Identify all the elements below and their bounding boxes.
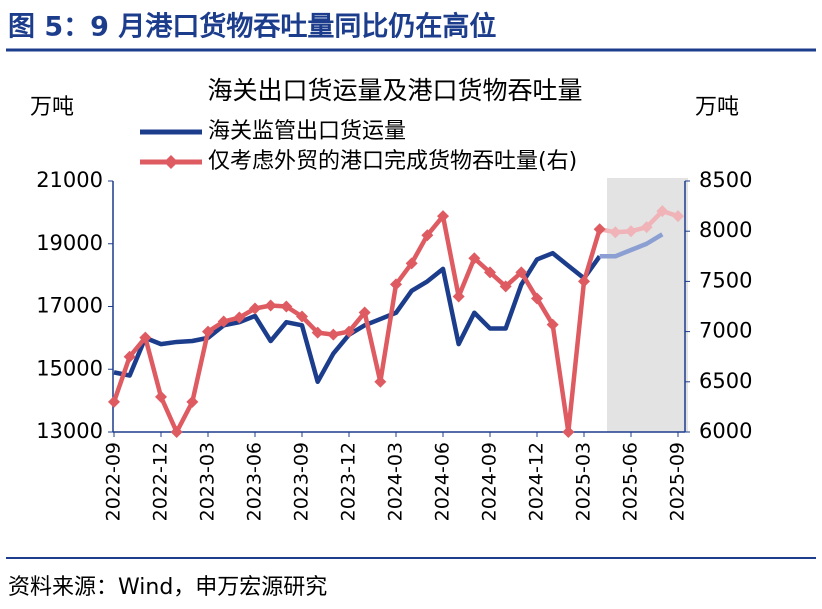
series-marker <box>656 205 669 218</box>
series-marker <box>374 375 387 388</box>
series-marker <box>280 300 293 313</box>
y-tick-label: 13000 <box>36 419 103 443</box>
x-tick-label: 2025-09 <box>667 442 689 521</box>
series-marker <box>468 252 481 265</box>
y-tick-label: 17000 <box>36 294 103 318</box>
y2-tick-label: 6500 <box>699 369 752 393</box>
x-tick-label: 2024-12 <box>526 442 548 521</box>
series-line-forecast <box>599 232 664 259</box>
series-marker <box>390 278 402 291</box>
series-marker <box>249 302 261 315</box>
series-marker <box>343 325 355 338</box>
legend-label: 仅考虑外贸的港口完成货物吞吐量(右) <box>208 149 577 174</box>
series-marker <box>593 223 606 236</box>
series-marker <box>311 326 324 339</box>
figure-title: 图 5：9 月港口货物吞吐量同比仍在高位 <box>8 11 496 43</box>
series-marker <box>139 331 152 344</box>
series-marker <box>421 229 434 242</box>
series-marker <box>484 266 496 279</box>
legend-label: 海关监管出口货运量 <box>208 119 406 144</box>
series-line <box>113 250 602 385</box>
x-tick-label: 2023-03 <box>197 442 219 521</box>
y2-tick-label: 8000 <box>699 218 752 242</box>
series-marker <box>562 426 575 438</box>
series-marker <box>233 311 246 324</box>
x-tick-label: 2024-03 <box>385 442 407 521</box>
series-line <box>111 213 602 435</box>
forecast-shade <box>607 178 688 432</box>
series-marker <box>108 395 120 408</box>
y2-tick-label: 8500 <box>699 168 752 192</box>
series-marker <box>625 225 637 238</box>
x-tick-label: 2022-09 <box>103 442 125 521</box>
y2-axis-label: 万吨 <box>695 95 739 120</box>
series-marker <box>578 275 590 288</box>
series-marker <box>358 306 371 319</box>
series-marker <box>202 325 214 338</box>
series-marker <box>296 310 308 323</box>
series-marker <box>186 395 199 408</box>
x-tick-label: 2023-06 <box>244 442 266 521</box>
series-marker <box>640 221 653 234</box>
y2-tick-label: 6000 <box>699 419 752 443</box>
x-tick-label: 2022-12 <box>150 442 172 521</box>
x-tick-label: 2023-12 <box>338 442 360 521</box>
series-marker <box>546 318 559 331</box>
series-marker <box>217 315 230 328</box>
x-tick-label: 2025-03 <box>573 442 595 521</box>
x-tick-label: 2024-09 <box>479 442 501 521</box>
series-marker <box>123 350 136 363</box>
series-marker <box>609 226 622 239</box>
x-tick-label: 2025-06 <box>620 442 642 521</box>
y-tick-label: 21000 <box>36 168 103 192</box>
y2-tick-label: 7500 <box>699 268 752 292</box>
chart-title: 海关出口货运量及港口货物吞吐量 <box>207 76 582 105</box>
series-marker <box>170 426 183 438</box>
x-tick-label: 2023-09 <box>291 442 313 521</box>
series-marker <box>515 266 528 279</box>
x-tick-label: 2024-06 <box>432 442 454 521</box>
series-marker <box>264 299 277 312</box>
y-tick-label: 19000 <box>36 231 103 255</box>
series-marker <box>405 257 418 270</box>
series-marker <box>437 210 449 223</box>
series-marker <box>531 292 543 305</box>
series-marker <box>499 280 512 293</box>
series-marker <box>452 290 465 303</box>
y-axis-label: 万吨 <box>30 95 74 120</box>
source: 资料来源：Wind，申万宏源研究 <box>8 575 327 600</box>
series-marker <box>155 390 167 403</box>
legend-marker <box>164 155 178 169</box>
series-marker <box>327 328 340 341</box>
y2-tick-label: 7000 <box>699 319 752 343</box>
series-marker <box>672 210 684 223</box>
y-tick-label: 15000 <box>36 356 103 380</box>
